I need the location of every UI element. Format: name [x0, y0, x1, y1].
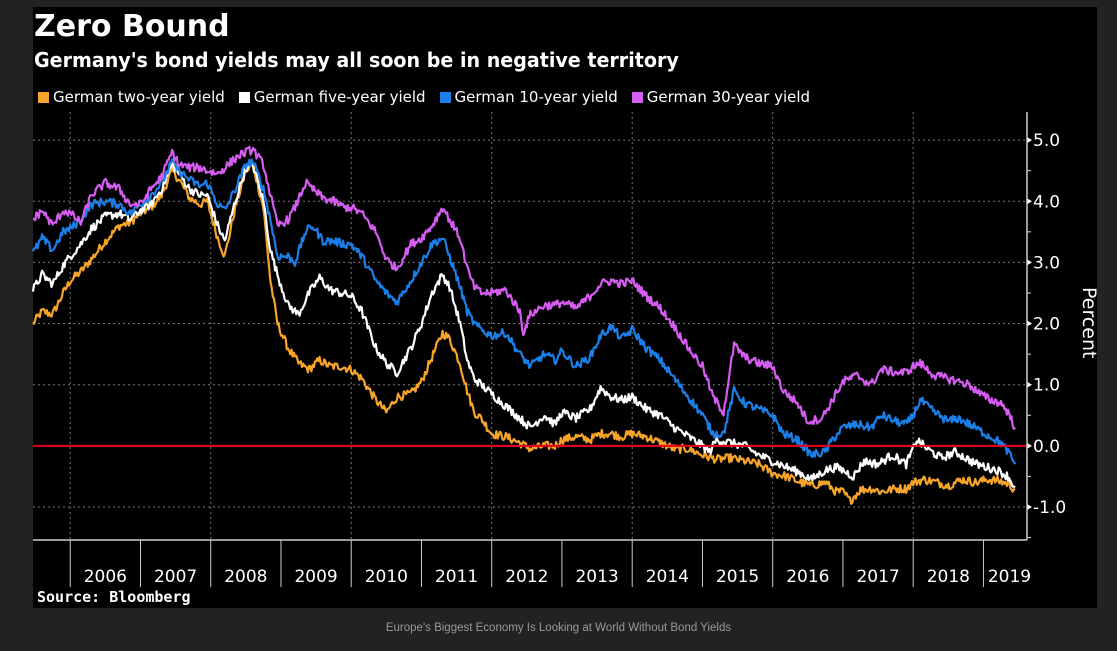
legend-label-10-year: German 10-year yield: [454, 88, 618, 106]
legend-swatch-two-year: [38, 91, 49, 103]
legend-swatch-30-year: [631, 91, 643, 103]
x-tick-label: 2015: [716, 567, 759, 587]
series-lines: [31, 145, 1017, 505]
y-tick-marker: [1027, 259, 1032, 266]
x-tick-label: 2009: [294, 567, 337, 587]
legend-label-five-year: German five-year yield: [253, 88, 426, 106]
y-tick-label: 0.0: [1033, 437, 1060, 457]
x-tick-label: 2010: [365, 567, 408, 587]
y-tick-label: -1.0: [1033, 498, 1066, 518]
x-tick-label: 2006: [84, 567, 127, 587]
y-tick-label: 1.0: [1033, 376, 1060, 396]
x-tick-label: 2014: [646, 567, 689, 587]
y-tick-marker: [1027, 381, 1032, 388]
gridlines: [33, 112, 1027, 540]
y-tick-marker: [1027, 137, 1032, 144]
x-tick-label: 2017: [856, 567, 899, 587]
legend-swatch-10-year: [439, 91, 451, 103]
y-tick-marker: [1027, 320, 1032, 327]
legend-item-30-year: German 30-year yield: [631, 88, 811, 106]
legend-item-10-year: German 10-year yield: [439, 88, 618, 106]
series-line-10-year: [31, 157, 1017, 465]
y-tick-marker: [1027, 503, 1032, 510]
x-tick-label: 2007: [154, 567, 197, 587]
y-tick-label: 2.0: [1033, 315, 1060, 335]
y-tick-marker: [1027, 198, 1032, 205]
y-tick-marker: [1027, 442, 1032, 449]
series-line-two-year: [32, 161, 1016, 505]
x-tick-label: 2011: [435, 567, 478, 587]
legend-label-30-year: German 30-year yield: [646, 88, 811, 106]
chart-subtitle: Germany's bond yields may all soon be in…: [34, 48, 679, 72]
x-tick-label: 2019: [988, 567, 1031, 587]
y-tick-label: 4.0: [1033, 192, 1060, 212]
y-tick-label: 3.0: [1033, 253, 1060, 273]
x-tick-label: 2013: [575, 567, 618, 587]
legend-item-two-year: German two-year yield: [38, 88, 225, 106]
x-tick-label: 2012: [505, 567, 548, 587]
series-line-30-year: [32, 145, 1016, 430]
y-axis-label: Percent: [1078, 287, 1100, 359]
chart-title: Zero Bound: [34, 9, 230, 44]
legend-swatch-five-year: [238, 91, 250, 103]
x-tick-label: 2008: [224, 567, 267, 587]
x-tick-label: 2018: [927, 567, 970, 587]
axes: 5.0 4.0 3.0 2.0 1.0 0.0 -1.0 2006 2007 2008 2009 20…: [33, 112, 1066, 587]
legend: German two-year yield German five-year y…: [38, 87, 824, 107]
source-note: Source: Bloomberg: [37, 588, 191, 606]
legend-label-two-year: German two-year yield: [53, 88, 225, 106]
y-tick-label: 5.0: [1033, 131, 1060, 151]
x-tick-label: 2016: [786, 567, 829, 587]
legend-item-five-year: German five-year yield: [238, 88, 426, 106]
series-line-five-year: [31, 160, 1016, 489]
figure-caption: Europe's Biggest Economy Is Looking at W…: [385, 622, 732, 634]
